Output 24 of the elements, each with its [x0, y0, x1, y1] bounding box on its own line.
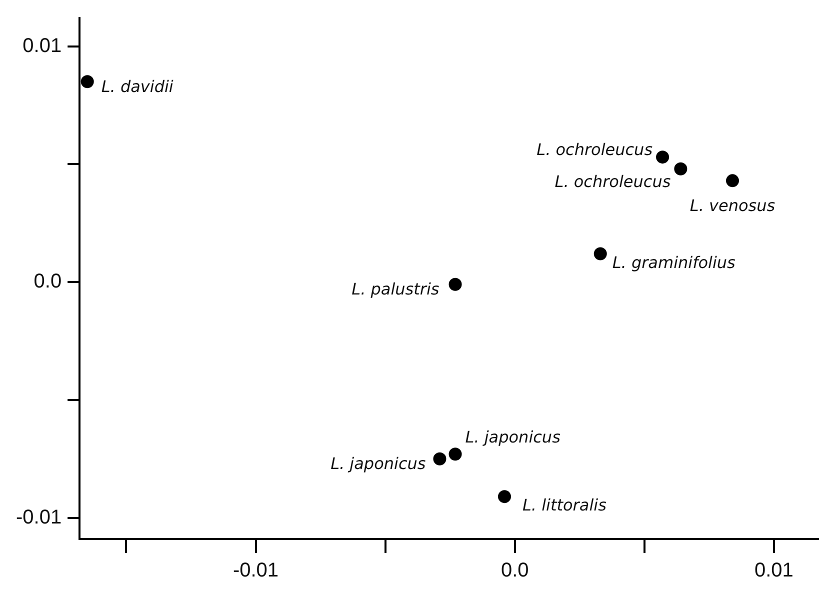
point: [594, 247, 607, 260]
y-tick-label: 0.01: [22, 34, 62, 57]
y-tick-label: -0.01: [16, 506, 62, 528]
annotation: L. ochroleucus: [536, 140, 653, 160]
annotation: L. littoralis: [522, 496, 606, 515]
point: [498, 490, 511, 504]
point: [80, 75, 94, 88]
x-tick-label: 0.0: [500, 560, 529, 582]
annotation: L. japonicus: [465, 427, 560, 446]
annotation: L. palustris: [352, 280, 440, 299]
point: [726, 174, 739, 188]
x-tick-label: -0.01: [232, 560, 279, 582]
point: [448, 448, 462, 461]
annotation: L. japonicus: [330, 454, 426, 473]
annotation: L. ochroleucus: [554, 172, 671, 192]
point: [656, 150, 670, 164]
point: [674, 162, 688, 176]
annotation: L. venosus: [690, 196, 776, 215]
point: [448, 278, 462, 291]
annotation: L. graminifolius: [612, 252, 736, 272]
annotation: L. davidii: [101, 76, 174, 96]
x-tick-label: 0.01: [754, 560, 794, 582]
y-tick-label: 0.0: [34, 270, 62, 293]
point: [433, 452, 446, 466]
